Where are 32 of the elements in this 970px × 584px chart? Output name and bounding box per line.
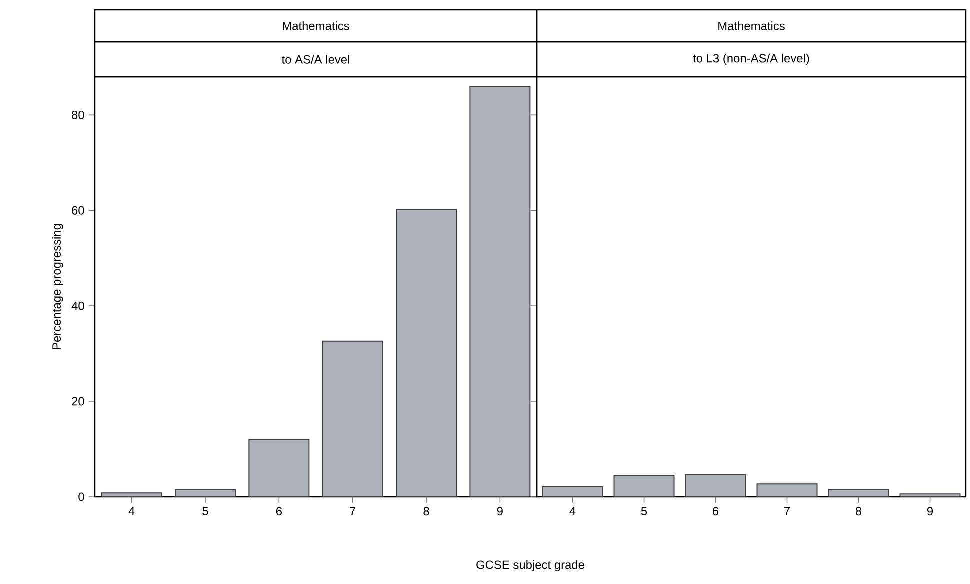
x-tick-label: 6 <box>276 507 282 516</box>
x-tick-label: 4 <box>570 507 576 516</box>
y-tick-label: 20 <box>72 397 84 406</box>
y-tick-label: 80 <box>72 110 84 120</box>
chart-title: Mathematics <box>718 22 785 30</box>
bar <box>757 484 818 497</box>
y-tick-label: 0 <box>78 492 84 502</box>
bar <box>248 439 310 497</box>
x-tick-label: 6 <box>713 507 719 516</box>
x-tick-label: 9 <box>497 507 503 516</box>
bar <box>322 340 384 497</box>
x-tick-label: 4 <box>128 507 135 516</box>
bar <box>396 209 458 497</box>
chart-subtitle: to L3 (non-AS/A level) <box>693 54 810 66</box>
x-tick-label: 7 <box>350 507 356 516</box>
bar <box>470 86 531 497</box>
chart-subtitle: to AS/A level <box>282 55 350 64</box>
x-tick-label: 5 <box>641 507 648 516</box>
x-axis-title: GCSE subject grade <box>476 560 584 572</box>
y-tick-label: 40 <box>72 302 84 310</box>
x-tick-label: 5 <box>202 507 208 516</box>
bar <box>175 489 236 497</box>
x-tick-label: 9 <box>927 507 934 516</box>
bar <box>101 492 162 497</box>
bar <box>686 475 746 497</box>
y-tick-label: 60 <box>72 206 84 215</box>
chart-title: Mathematics <box>283 22 350 30</box>
y-axis-title: Percentage progressing <box>52 224 64 350</box>
x-tick-label: 8 <box>424 507 430 516</box>
x-tick-label: 8 <box>856 507 862 516</box>
bar <box>614 476 674 497</box>
x-tick-label: 7 <box>784 507 790 516</box>
